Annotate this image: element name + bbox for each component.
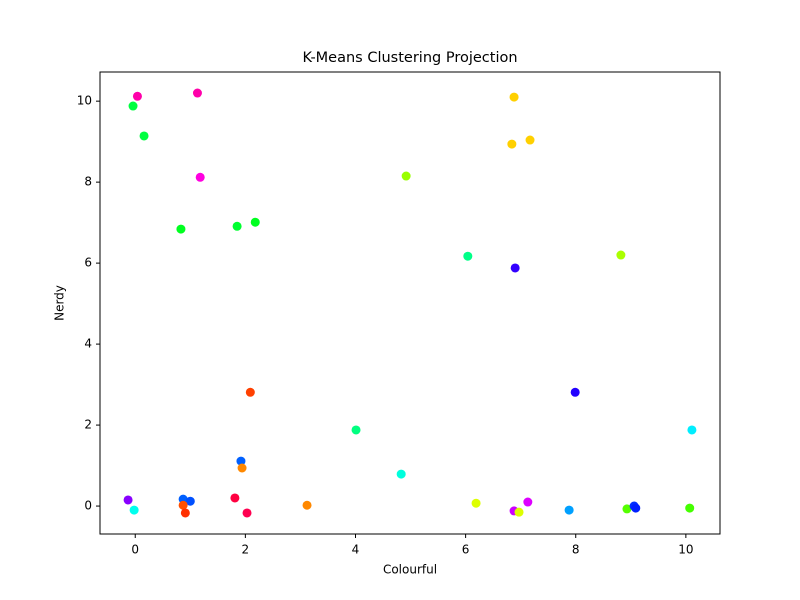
x-tick-label: 8 (572, 543, 580, 557)
scatter-point (176, 224, 186, 234)
y-tick-label: 8 (84, 175, 92, 189)
x-tick-label: 4 (352, 543, 360, 557)
scatter-point (523, 497, 533, 507)
scatter-point (631, 503, 641, 513)
scatter-point (123, 495, 133, 505)
scatter-point (564, 505, 574, 515)
scatter-point (250, 217, 260, 227)
scatter-point (128, 101, 138, 111)
scatter-point (687, 425, 697, 435)
scatter-point (471, 498, 481, 508)
scatter-point (616, 250, 626, 260)
scatter-point (139, 131, 149, 141)
y-tick-label: 10 (77, 94, 92, 108)
scatter-point (180, 508, 190, 518)
y-axis-label: Nerdy (53, 285, 67, 321)
y-tick-label: 0 (84, 499, 92, 513)
scatter-point (570, 387, 580, 397)
scatter-point (237, 463, 247, 473)
scatter-point (351, 425, 361, 435)
scatter-point (236, 456, 246, 466)
scatter-point (622, 504, 632, 514)
x-tick-label: 2 (242, 543, 250, 557)
scatter-point (302, 500, 312, 510)
chart-title: K-Means Clustering Projection (302, 50, 517, 66)
x-tick-label: 0 (131, 543, 139, 557)
scatter-point (132, 91, 142, 101)
scatter-point (232, 221, 242, 231)
x-tick-label: 10 (678, 543, 693, 557)
scatter-point (195, 172, 205, 182)
scatter-point (514, 507, 524, 517)
scatter-point (463, 251, 473, 261)
y-tick-label: 4 (84, 337, 92, 351)
scatter-point (192, 88, 202, 98)
y-tick-label: 2 (84, 418, 92, 432)
scatter-point (401, 171, 411, 181)
scatter-point (525, 135, 535, 145)
x-tick-label: 6 (462, 543, 470, 557)
scatter-point (129, 505, 139, 515)
scatter-point (510, 263, 520, 273)
scatter-point (178, 500, 188, 510)
scatter-point (509, 92, 519, 102)
scatter-point (185, 496, 195, 506)
y-tick-label: 6 (84, 256, 92, 270)
scatter-point (507, 139, 517, 149)
scatter-point (396, 469, 406, 479)
x-axis-label: Colourful (383, 563, 437, 577)
axes-frame (99, 71, 721, 535)
scatter-point (245, 387, 255, 397)
scatter-point (685, 503, 695, 513)
scatter-point (230, 493, 240, 503)
plot-area (123, 88, 697, 518)
scatter-point (242, 508, 252, 518)
